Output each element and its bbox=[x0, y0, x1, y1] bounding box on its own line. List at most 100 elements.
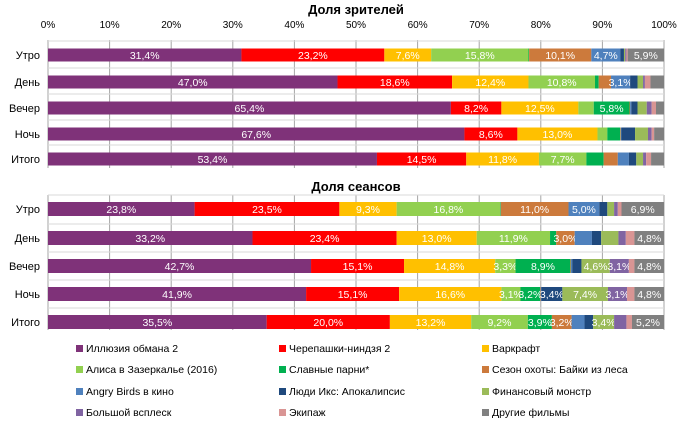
data-label: 9,3% bbox=[356, 204, 380, 216]
data-label: 5,9% bbox=[634, 50, 658, 62]
legend-item: Люди Икс: Апокалипсис bbox=[279, 386, 405, 398]
data-label: 23,2% bbox=[298, 50, 328, 62]
data-label: 5,8% bbox=[600, 103, 624, 115]
bar-segment bbox=[601, 231, 619, 245]
bar-segment bbox=[528, 75, 596, 89]
bar-segment bbox=[396, 231, 477, 245]
data-label: 5,2% bbox=[636, 317, 660, 329]
bar-segment bbox=[584, 315, 594, 329]
data-label: 4,8% bbox=[637, 233, 661, 245]
bar-segment bbox=[614, 202, 618, 216]
category-label: Утро bbox=[16, 50, 40, 62]
legend-item: Иллюзия обмана 2 bbox=[76, 343, 178, 355]
data-label: 12,5% bbox=[525, 103, 555, 115]
bar-segment bbox=[572, 259, 582, 273]
bar-segment bbox=[593, 315, 615, 329]
bar-segment bbox=[631, 101, 638, 115]
legend-label: Экипаж bbox=[289, 407, 326, 419]
bar-segment bbox=[578, 101, 594, 115]
data-label: 8,2% bbox=[464, 103, 488, 115]
bar-segment bbox=[464, 127, 518, 141]
legend-swatch bbox=[482, 388, 489, 395]
data-label: 7,4% bbox=[573, 289, 597, 301]
legend-item: Другие фильмы bbox=[482, 407, 569, 419]
category-label: Вечер bbox=[9, 261, 40, 273]
data-label: 11,8% bbox=[488, 154, 517, 166]
bar-segment bbox=[306, 287, 400, 301]
data-label: 11,9% bbox=[499, 233, 528, 245]
bar-segment bbox=[450, 101, 502, 115]
bar-segment bbox=[634, 287, 664, 301]
bar-segment bbox=[625, 231, 635, 245]
data-label: 23,4% bbox=[310, 233, 340, 245]
bar-segment bbox=[631, 315, 664, 329]
bar-segment bbox=[337, 75, 453, 89]
bar-segment bbox=[520, 287, 541, 301]
bar-segment bbox=[581, 259, 610, 273]
x-tick-label: 100% bbox=[651, 20, 677, 31]
bar-segment bbox=[252, 231, 397, 245]
data-label: 16,6% bbox=[435, 289, 465, 301]
bar-segment bbox=[597, 127, 608, 141]
category-label: Ночь bbox=[15, 129, 41, 141]
data-label: 3,4% bbox=[540, 289, 564, 301]
category-label: Вечер bbox=[9, 103, 40, 115]
data-label: 4,8% bbox=[637, 261, 661, 273]
bar-segment bbox=[654, 127, 664, 141]
data-label: 4,6% bbox=[584, 261, 608, 273]
legend-swatch bbox=[279, 366, 286, 373]
legend-label: Иллюзия обмана 2 bbox=[86, 343, 178, 355]
data-label: 15,1% bbox=[338, 289, 368, 301]
bar-segment bbox=[644, 75, 651, 89]
data-label: 47,0% bbox=[178, 77, 208, 89]
legend-swatch bbox=[76, 366, 83, 373]
bar-segment bbox=[630, 75, 638, 89]
legend-item: Сезон охоты: Байки из леса bbox=[482, 364, 628, 376]
data-label: 3,9% bbox=[528, 317, 552, 329]
bar-segment bbox=[647, 127, 652, 141]
legend-item: Большой всплеск bbox=[76, 407, 172, 419]
data-label: 3,1% bbox=[499, 289, 523, 301]
data-label: 3,4% bbox=[592, 317, 616, 329]
x-tick-label: 0% bbox=[41, 20, 56, 31]
bar-segment bbox=[376, 152, 467, 166]
legend-swatch bbox=[279, 345, 286, 352]
chart-1: Доля зрителей 0% 10% 20% 30% 40% 50% 60% 70% 80% 9… bbox=[9, 2, 677, 168]
bar-segment bbox=[611, 75, 631, 89]
bar-segment bbox=[452, 75, 529, 89]
bar-segment bbox=[339, 202, 397, 216]
legend-label: Большой всплеск bbox=[86, 407, 172, 419]
bar-segment bbox=[591, 48, 621, 62]
bar-segment bbox=[538, 152, 587, 166]
data-label: 23,5% bbox=[252, 204, 282, 216]
data-label: 18,6% bbox=[380, 77, 410, 89]
legend-label: Люди Икс: Апокалипсис bbox=[289, 386, 405, 398]
legend-label: Славные парни* bbox=[289, 364, 369, 376]
bar-segment bbox=[389, 315, 472, 329]
bar-segment bbox=[266, 315, 390, 329]
bar-segment bbox=[636, 152, 644, 166]
legend-label: Варкрафт bbox=[492, 343, 540, 355]
data-label: 31,4% bbox=[130, 50, 160, 62]
data-label: 6,9% bbox=[631, 204, 655, 216]
bar-segment bbox=[621, 127, 636, 141]
bar-segment bbox=[620, 127, 621, 141]
category-label: Утро bbox=[16, 204, 40, 216]
bar-segment bbox=[607, 127, 621, 141]
legend-item: Славные парни* bbox=[279, 364, 369, 376]
category-label: Итого bbox=[11, 154, 40, 166]
bar-segment bbox=[556, 231, 575, 245]
bar-segment bbox=[399, 287, 502, 301]
bar-segment bbox=[541, 287, 563, 301]
data-label: 41,9% bbox=[162, 289, 192, 301]
bar-segment bbox=[48, 75, 338, 89]
chart-title: Доля сеансов bbox=[311, 179, 400, 194]
data-label: 8,6% bbox=[479, 129, 503, 141]
bar-segment bbox=[540, 287, 542, 301]
data-label: 35,5% bbox=[142, 317, 172, 329]
bar-segment bbox=[637, 101, 647, 115]
legend-item: Angry Birds в кино bbox=[76, 386, 174, 398]
x-tick-label: 60% bbox=[408, 20, 428, 31]
legend-label: Другие фильмы bbox=[492, 407, 569, 419]
bar-segment bbox=[529, 48, 592, 62]
